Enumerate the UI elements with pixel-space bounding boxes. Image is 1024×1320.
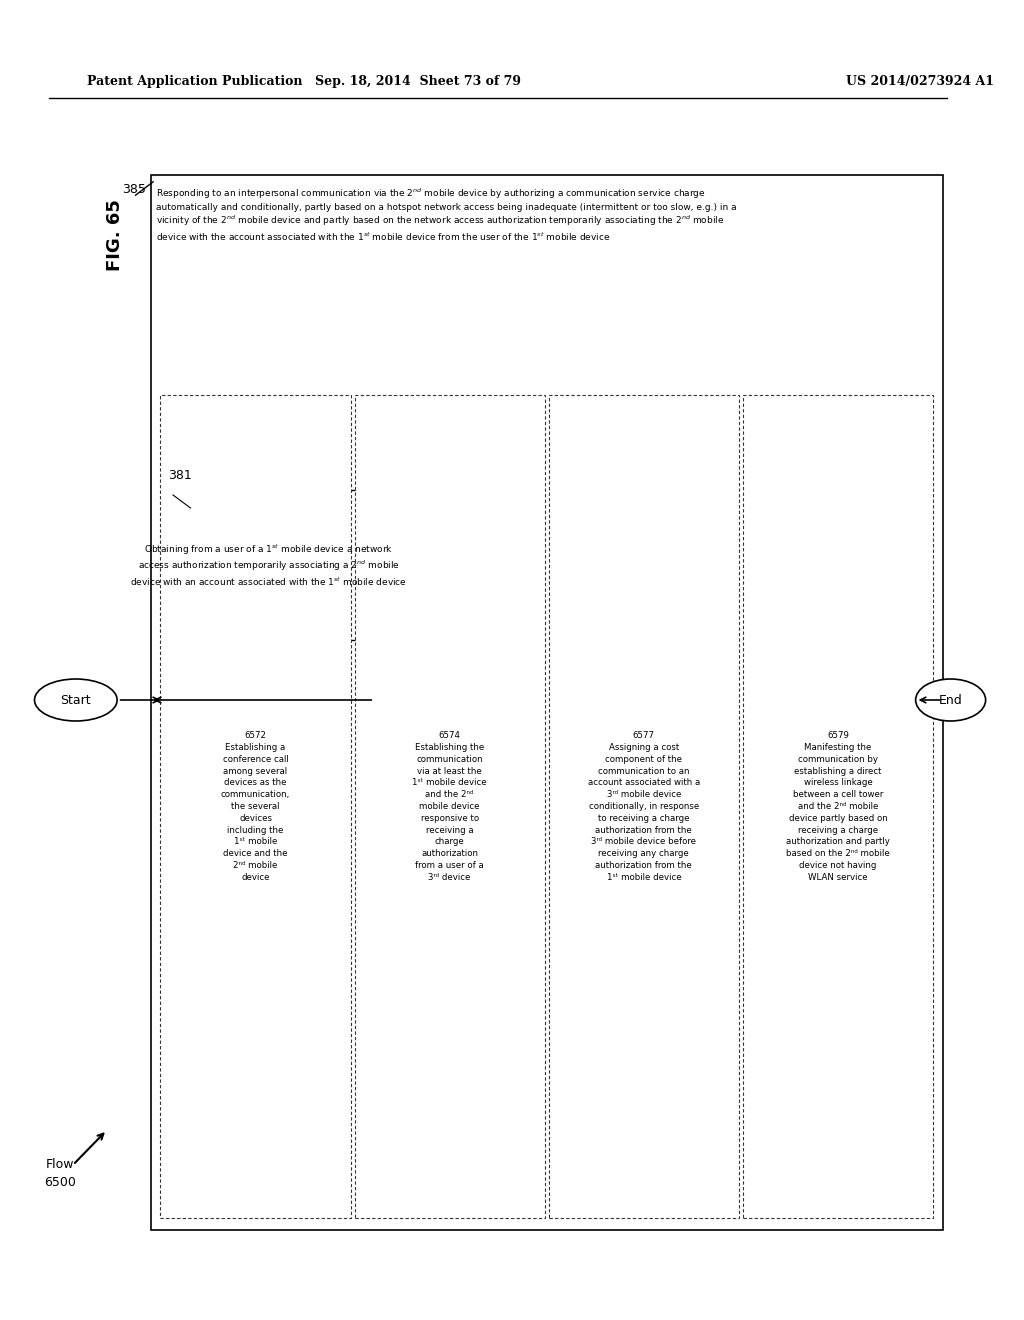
Text: 385: 385: [122, 183, 145, 195]
Text: Obtaining from a user of a 1$^{st}$ mobile device a network
access authorization: Obtaining from a user of a 1$^{st}$ mobi…: [130, 543, 408, 587]
FancyBboxPatch shape: [163, 490, 374, 640]
Text: Responding to an interpersonal communication via the 2$^{nd}$ mobile device by a: Responding to an interpersonal communica…: [156, 187, 736, 243]
Ellipse shape: [915, 678, 986, 721]
Text: 381: 381: [168, 469, 191, 482]
Text: Flow: Flow: [46, 1159, 75, 1172]
Text: 6572
Establishing a
conference call
among several
devices as the
communication,
: 6572 Establishing a conference call amon…: [221, 731, 290, 882]
FancyBboxPatch shape: [161, 395, 350, 1218]
FancyBboxPatch shape: [742, 395, 933, 1218]
FancyBboxPatch shape: [354, 395, 545, 1218]
Text: 6574
Establishing the
communication
via at least the
1ˢᵗ mobile device
and the 2: 6574 Establishing the communication via …: [413, 731, 487, 882]
Text: 6579
Manifesting the
communication by
establishing a direct
wireless linkage
bet: 6579 Manifesting the communication by es…: [786, 731, 890, 882]
Text: Sep. 18, 2014  Sheet 73 of 79: Sep. 18, 2014 Sheet 73 of 79: [315, 75, 521, 88]
Text: 6577
Assigning a cost
component of the
communication to an
account associated wi: 6577 Assigning a cost component of the c…: [588, 731, 700, 882]
Text: Start: Start: [60, 693, 91, 706]
Text: 6500: 6500: [44, 1176, 76, 1188]
FancyBboxPatch shape: [151, 176, 943, 1230]
Text: End: End: [939, 693, 963, 706]
Text: FIG. 65: FIG. 65: [105, 199, 124, 271]
Text: Patent Application Publication: Patent Application Publication: [87, 75, 303, 88]
Text: US 2014/0273924 A1: US 2014/0273924 A1: [846, 75, 993, 88]
Ellipse shape: [35, 678, 117, 721]
FancyBboxPatch shape: [549, 395, 739, 1218]
